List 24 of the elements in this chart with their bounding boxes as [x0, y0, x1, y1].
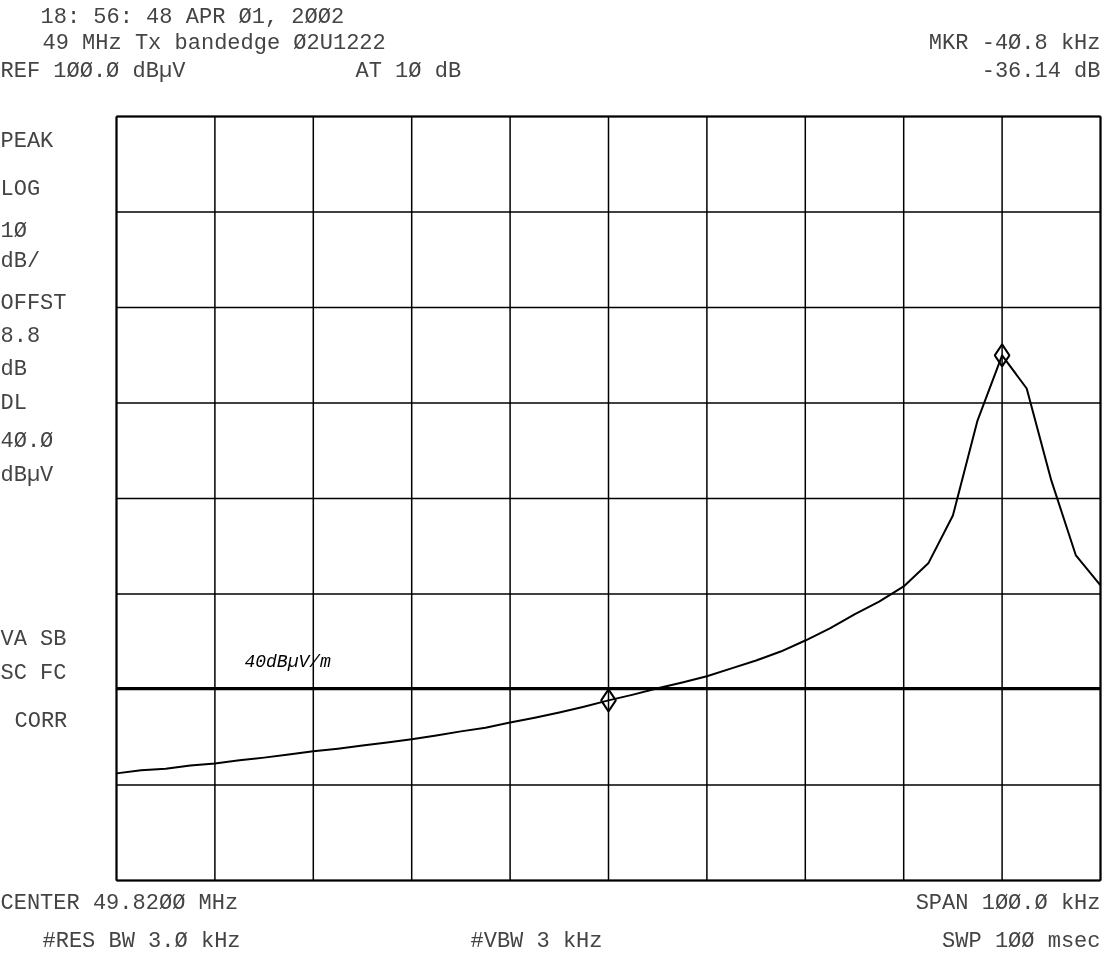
text: -36.14 dB	[981, 58, 1101, 84]
text: SPAN 1ØØ.Ø kHz	[915, 890, 1101, 916]
text: MKR -4Ø.8 kHz	[928, 30, 1101, 56]
text: CENTER 49.82ØØ MHz	[0, 890, 239, 916]
text: AT 1Ø dB	[355, 58, 462, 84]
text: #VBW 3 kHz	[470, 928, 603, 954]
text: SWP 1ØØ msec	[942, 928, 1101, 954]
text: PEAK	[0, 128, 55, 154]
text: 8.8	[0, 323, 41, 349]
chart-subtitle: 49 MHz Tx bandedge Ø2U1222	[42, 30, 386, 56]
text: dB	[0, 356, 27, 382]
text: LOG	[0, 176, 41, 202]
text: CORR	[14, 708, 68, 734]
text: DL	[0, 390, 27, 416]
text: dBµV	[0, 462, 55, 488]
text: REF 1ØØ.Ø dBµV	[0, 58, 187, 84]
text: 4Ø.Ø	[0, 428, 54, 454]
text: #RES BW 3.Ø kHz	[42, 928, 241, 954]
text: OFFST	[0, 290, 67, 316]
text: dB/	[0, 248, 41, 274]
text: SC FC	[0, 660, 67, 686]
text: 1Ø	[0, 218, 27, 244]
text: VA SB	[0, 626, 67, 652]
chart-title: 18: 56: 48 APR Ø1, 2ØØ2	[40, 4, 345, 30]
